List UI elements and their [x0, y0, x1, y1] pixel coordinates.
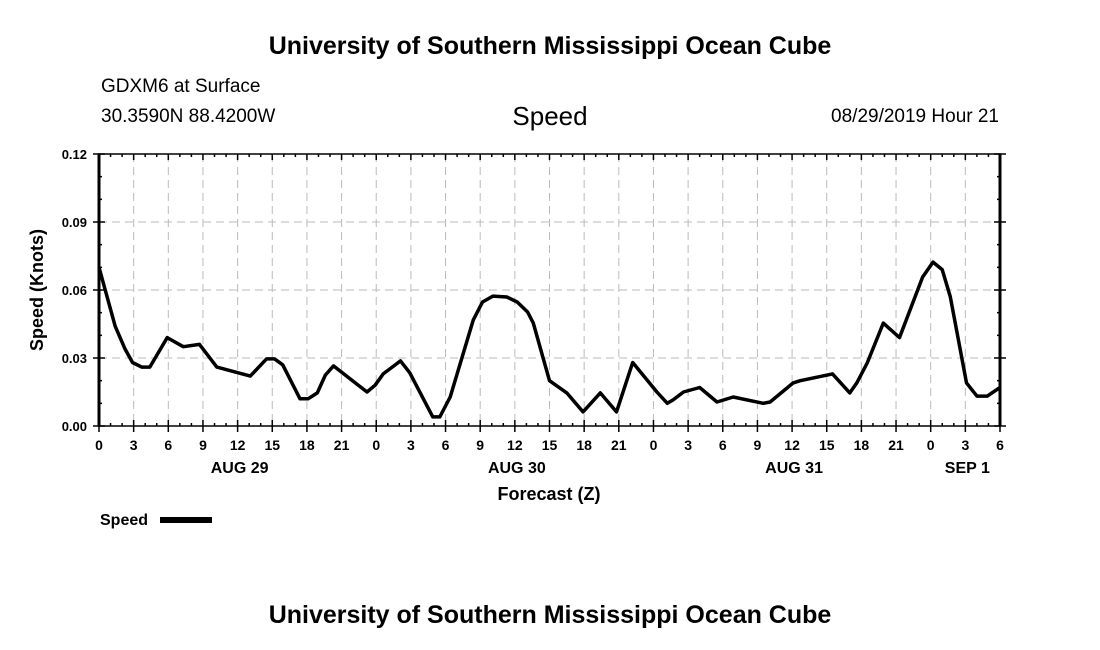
day-label: SEP 1: [945, 460, 990, 477]
y-tick-label: 0.06: [62, 283, 87, 298]
chart-title-top: University of Southern Mississippi Ocean…: [268, 32, 832, 60]
x-tick-label: 6: [164, 437, 172, 453]
x-tick-label: 6: [442, 437, 450, 453]
datetime-label: 08/29/2019 Hour 21: [831, 106, 999, 127]
x-tick-label: 0: [650, 437, 658, 453]
x-tick-label: 9: [754, 437, 762, 453]
x-tick-label: 9: [476, 437, 484, 453]
x-tick-label: 21: [611, 437, 627, 453]
day-label: AUG 31: [765, 460, 823, 477]
x-tick-label: 15: [264, 437, 280, 453]
y-tick-label: 0.12: [62, 147, 87, 162]
y-axis-label: Speed (Knots): [27, 229, 47, 351]
day-label: AUG 29: [211, 460, 269, 477]
x-tick-label: 0: [372, 437, 380, 453]
day-label: AUG 30: [488, 460, 546, 477]
x-tick-label: 12: [507, 437, 523, 453]
x-tick-label: 15: [542, 437, 558, 453]
x-tick-label: 0: [95, 437, 103, 453]
x-tick-label: 3: [961, 437, 969, 453]
x-tick-label: 18: [299, 437, 315, 453]
y-tick-label: 0.09: [62, 215, 87, 230]
x-tick-label: 9: [199, 437, 207, 453]
x-tick-label: 3: [684, 437, 692, 453]
legend-swatch: [160, 517, 212, 523]
x-tick-label: 3: [407, 437, 415, 453]
x-tick-label: 6: [996, 437, 1004, 453]
location-label: 30.3590N 88.4200W: [101, 106, 276, 127]
variable-title: Speed: [512, 101, 588, 131]
station-label: GDXM6 at Surface: [101, 76, 261, 97]
y-tick-label: 0.03: [62, 351, 87, 366]
x-axis-label: Forecast (Z): [497, 484, 600, 504]
x-tick-label: 18: [854, 437, 870, 453]
x-tick-label: 15: [819, 437, 835, 453]
x-tick-label: 3: [130, 437, 138, 453]
x-tick-label: 21: [334, 437, 350, 453]
x-tick-label: 12: [230, 437, 246, 453]
y-tick-label: 0.00: [62, 419, 87, 434]
x-tick-label: 0: [927, 437, 935, 453]
x-tick-label: 6: [719, 437, 727, 453]
x-tick-label: 21: [888, 437, 904, 453]
x-tick-label: 18: [576, 437, 592, 453]
legend-label: Speed: [100, 512, 148, 529]
chart-title-bottom: University of Southern Mississippi Ocean…: [268, 601, 832, 629]
speed-series-line: [97, 260, 1001, 419]
x-tick-label: 12: [784, 437, 800, 453]
